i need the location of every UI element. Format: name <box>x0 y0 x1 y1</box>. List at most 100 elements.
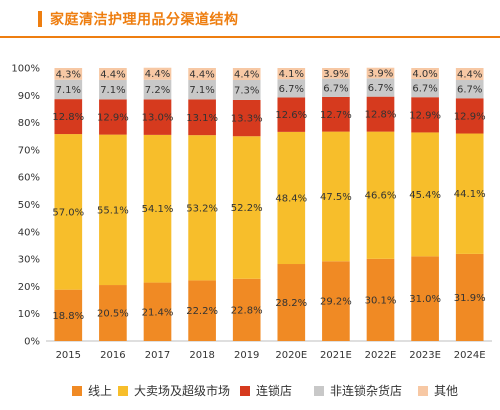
data-label: 13.1% <box>186 113 218 124</box>
y-tick-label: 60% <box>18 173 40 184</box>
stacked-bar-chart: 0% 10% 20% 30% 40% 50% 60% 70% 80% 90% 100% 18.8% 57… <box>11 64 492 361</box>
bar-segment <box>99 134 127 286</box>
bar-segment <box>54 134 83 290</box>
data-label: 4.0% <box>412 69 437 80</box>
bar-segment <box>188 135 216 281</box>
data-label: 55.1% <box>97 205 129 216</box>
data-label: 22.8% <box>231 305 263 316</box>
data-label: 45.4% <box>409 190 441 201</box>
data-label: 12.8% <box>52 112 84 123</box>
y-tick-label: 0% <box>24 337 40 348</box>
bar-segment <box>143 134 172 283</box>
bar-segment <box>99 80 127 100</box>
bar-segment <box>322 261 350 341</box>
data-label: 12.7% <box>320 110 352 121</box>
y-tick-label: 40% <box>18 227 40 238</box>
data-label: 6.7% <box>457 85 482 96</box>
bar-segment <box>322 68 350 79</box>
bar-segment <box>277 97 306 132</box>
bar-segment <box>143 282 172 341</box>
data-label: 4.4% <box>457 70 482 81</box>
bar-segment <box>232 80 261 100</box>
data-label: 12.9% <box>97 113 129 124</box>
legend-swatch-non-chain <box>314 385 324 396</box>
data-label: 18.8% <box>52 311 84 322</box>
x-tick-label: 2022E <box>365 350 397 361</box>
data-label: 7.1% <box>56 85 81 96</box>
legend-label-hypermarket: 大卖场及超级市场 <box>134 384 231 398</box>
legend-item-chain: 连锁店 <box>240 382 292 399</box>
data-label: 6.7% <box>323 83 348 94</box>
data-label: 22.2% <box>186 306 218 317</box>
data-label: 46.6% <box>365 191 397 202</box>
data-label: 12.9% <box>409 110 441 121</box>
x-tick-label: 2024E <box>454 350 486 361</box>
bar-segment <box>366 131 395 259</box>
y-tick-label: 100% <box>11 64 40 75</box>
bar-segment <box>455 68 484 81</box>
data-label: 30.1% <box>365 295 397 306</box>
bar-segment <box>99 99 127 135</box>
data-label: 53.2% <box>186 203 218 214</box>
bar-segment <box>366 96 395 132</box>
bar-segment <box>366 78 395 97</box>
data-label: 31.0% <box>409 294 441 305</box>
data-label: 6.7% <box>279 84 304 95</box>
legend-label-non-chain: 非连锁杂货店 <box>330 384 403 398</box>
bar-segment <box>277 68 306 80</box>
bar-segment <box>54 68 83 80</box>
data-label: 13.3% <box>231 114 263 125</box>
bar-segment <box>322 96 350 132</box>
bar-segment <box>411 132 439 257</box>
bar-segment <box>455 80 484 99</box>
legend-swatch-chain <box>240 385 250 396</box>
legend-swatch-online <box>72 385 82 396</box>
data-label: 6.7% <box>368 83 393 94</box>
x-tick-label: 2023E <box>409 350 441 361</box>
bar-segment <box>322 78 350 97</box>
data-label: 6.7% <box>412 84 437 95</box>
bar-segment <box>232 136 261 279</box>
y-tick-label: 30% <box>18 255 40 266</box>
bar-segment <box>99 68 127 81</box>
legend-item-non-chain: 非连锁杂货店 <box>314 382 402 399</box>
data-label: 12.9% <box>454 111 486 122</box>
x-tick-label: 2018 <box>189 350 214 361</box>
y-tick-label: 50% <box>18 200 40 211</box>
data-label: 4.4% <box>100 70 125 81</box>
legend-label-chain: 连锁店 <box>256 384 293 398</box>
data-label: 28.2% <box>275 298 307 309</box>
data-label: 4.3% <box>56 69 81 80</box>
bar-segment <box>366 258 395 341</box>
bar-segment <box>277 79 306 98</box>
bar-segment <box>143 67 172 80</box>
data-label: 4.1% <box>279 69 304 80</box>
data-label: 4.4% <box>234 70 259 81</box>
bar-segment <box>455 98 484 134</box>
data-label: 12.8% <box>365 110 397 121</box>
data-label: 7.1% <box>189 85 214 96</box>
chart-title: 家庭清洁护理用品分渠道结构 <box>50 12 239 28</box>
bar-segment <box>188 80 216 100</box>
x-tick-label: 2021E <box>320 350 352 361</box>
data-label: 4.4% <box>145 69 170 80</box>
bar-segment <box>143 79 172 100</box>
y-tick-label: 70% <box>18 145 40 156</box>
bar-segment <box>455 133 484 254</box>
data-label: 31.9% <box>454 293 486 304</box>
legend-label-online: 线上 <box>88 384 113 398</box>
bar-segment <box>54 289 83 341</box>
bar-segment <box>54 79 83 100</box>
data-label: 47.5% <box>320 192 352 203</box>
legend-item-hypermarket: 大卖场及超级市场 <box>118 382 230 399</box>
bar-segment <box>322 131 350 262</box>
data-label: 4.4% <box>189 70 214 81</box>
bar-segment <box>277 131 306 265</box>
x-tick-label: 2017 <box>145 350 170 361</box>
bar-segment <box>232 68 261 81</box>
y-tick-label: 20% <box>18 282 40 293</box>
data-label: 7.1% <box>100 85 125 96</box>
data-label: 3.9% <box>323 69 348 80</box>
data-label: 48.4% <box>275 193 307 204</box>
bar-segment <box>366 67 395 79</box>
